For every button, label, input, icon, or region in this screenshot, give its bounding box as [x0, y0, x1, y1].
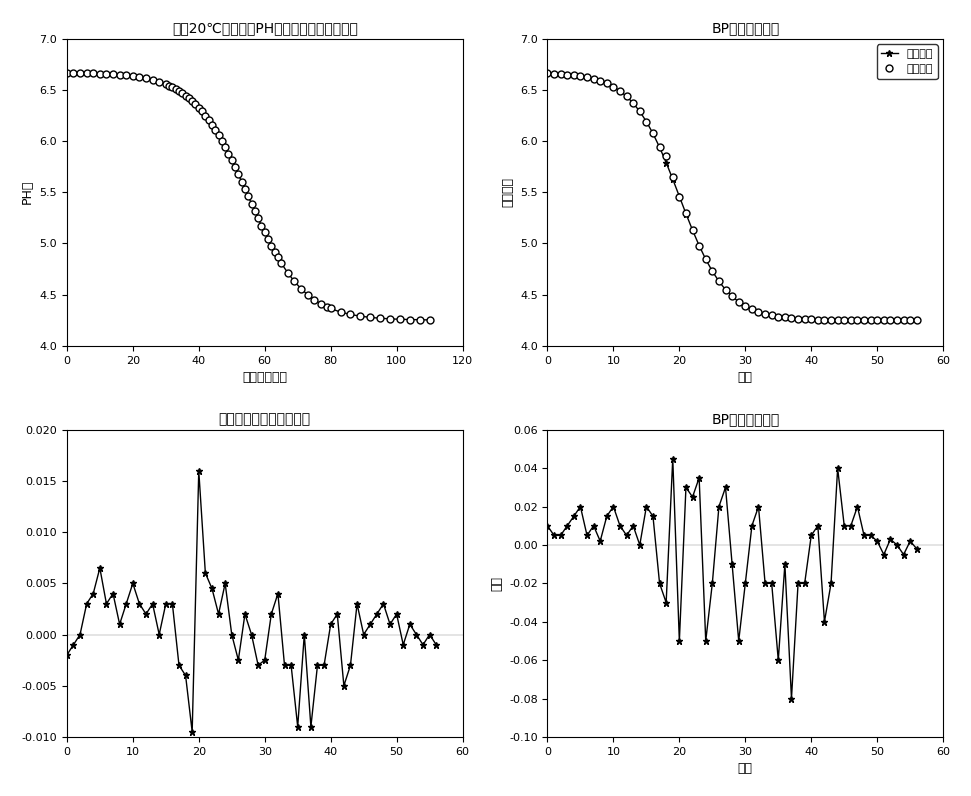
期望输出 [542, 68, 553, 78]
预测输出 [554, 69, 566, 79]
X-axis label: 时间（小时）: 时间（小时） [242, 371, 287, 384]
Y-axis label: PH値: PH値 [20, 180, 34, 205]
Title: BP网络预测输出: BP网络预测输出 [711, 21, 780, 35]
Legend: 期望输出, 预测输出: 期望输出, 预测输出 [877, 45, 938, 79]
期望输出 [799, 314, 811, 324]
X-axis label: 样本: 样本 [738, 371, 753, 384]
预测输出 [911, 315, 922, 325]
Title: BP网络预测误差: BP网络预测误差 [711, 412, 780, 426]
预测输出 [792, 314, 804, 323]
Line: 预测输出: 预测输出 [544, 70, 921, 324]
期望输出 [700, 255, 712, 264]
预测输出 [561, 70, 573, 80]
Y-axis label: 误差: 误差 [490, 576, 503, 591]
预测输出 [700, 255, 712, 264]
Line: 期望输出: 期望输出 [544, 70, 921, 324]
Title: 恒渠20℃，牛奶的PH値与时间的变化规律图: 恒渠20℃，牛奶的PH値与时间的变化规律图 [172, 21, 357, 35]
期望输出 [561, 70, 573, 80]
预测输出 [542, 68, 553, 78]
期望输出 [792, 314, 804, 323]
预测输出 [799, 314, 811, 324]
Y-axis label: 回数平均: 回数平均 [501, 178, 515, 207]
期望输出 [641, 117, 653, 127]
期望输出 [911, 315, 922, 325]
预测输出 [641, 117, 653, 127]
期望输出 [554, 69, 566, 79]
Title: 神经网络预测误差百分比: 神经网络预测误差百分比 [218, 412, 311, 426]
X-axis label: 样本: 样本 [738, 762, 753, 775]
